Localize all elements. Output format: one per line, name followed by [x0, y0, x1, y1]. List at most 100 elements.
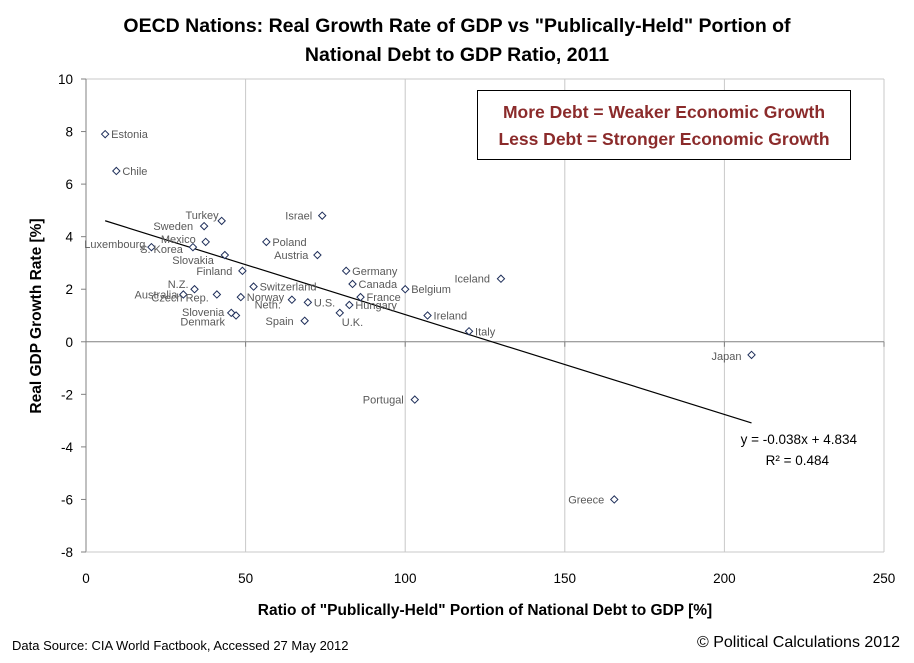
- point-label: Luxembourg: [84, 239, 145, 251]
- point-label: Austria: [274, 250, 309, 262]
- chart-title-line-2: National Debt to GDP Ratio, 2011: [304, 44, 610, 66]
- point-label: Poland: [272, 237, 306, 249]
- point-label: Greece: [568, 494, 604, 506]
- data-point-israel: [317, 211, 327, 220]
- x-tick-label: 150: [554, 571, 577, 586]
- data-point-austria: [313, 250, 322, 260]
- data-source-note: Data Source: CIA World Factbook, Accesse…: [12, 638, 349, 653]
- point-label: Canada: [359, 279, 398, 291]
- y-axis-title: Real GDP Growth Rate [%]: [28, 218, 45, 413]
- x-axis-title: Ratio of "Publically-Held" Portion of Na…: [258, 602, 712, 619]
- point-label: Estonia: [111, 129, 149, 141]
- data-point-mexico: [201, 237, 211, 247]
- data-point-czech-rep: [212, 290, 222, 299]
- point-label: Slovenia: [182, 307, 225, 319]
- data-point-portugal: [410, 395, 420, 404]
- point-label: Neth.: [255, 300, 281, 312]
- point-label: Norway: [247, 292, 285, 304]
- data-point-hungary: [345, 300, 354, 310]
- y-tick-label: 10: [58, 72, 73, 87]
- point-label: Australia: [135, 289, 179, 301]
- data-point-n-z: [190, 284, 199, 294]
- point-label: Germany: [352, 266, 398, 278]
- data-point-denmark: [231, 311, 241, 320]
- x-tick-label: 50: [238, 571, 253, 586]
- point-label: Israel: [285, 211, 312, 223]
- data-point-iceland: [496, 274, 506, 284]
- point-label: Switzerland: [260, 282, 317, 294]
- trendline-group: [104, 220, 752, 424]
- y-tick-label: -8: [61, 545, 73, 560]
- point-label: France: [367, 292, 401, 304]
- point-label: U.S.: [314, 297, 335, 309]
- chart-title: OECD Nations: Real Growth Rate of GDP vs…: [0, 12, 914, 70]
- y-tick-label: 2: [65, 282, 73, 297]
- data-point-switzerland: [249, 282, 258, 291]
- trendline-equation: y = -0.038x + 4.834: [741, 432, 858, 447]
- data-point-greece: [609, 495, 619, 504]
- point-label: Portugal: [363, 395, 404, 407]
- data-point-spain: [300, 316, 309, 326]
- point-label: Hungary: [355, 300, 397, 312]
- y-tick-label: 4: [65, 230, 73, 245]
- x-tick-label: 250: [873, 571, 896, 586]
- y-tick-label: -2: [61, 387, 73, 402]
- data-point-estonia: [100, 129, 110, 139]
- trendline: [104, 220, 752, 424]
- point-label: Ireland: [434, 311, 468, 323]
- point-label: Mexico: [161, 234, 196, 246]
- annotation-line-2: Less Debt = Stronger Economic Growth: [498, 129, 830, 149]
- data-point-ireland: [423, 311, 432, 320]
- point-label: S. Korea: [140, 244, 184, 256]
- point-label: Spain: [266, 316, 294, 328]
- point-label: Finland: [196, 266, 232, 278]
- point-label: Italy: [475, 326, 496, 338]
- data-point-belgium: [400, 284, 410, 294]
- point-label: Japan: [712, 351, 742, 363]
- y-tick-label: -6: [61, 492, 73, 507]
- data-point-luxembourg: [147, 242, 156, 252]
- data-point-neth: [287, 295, 297, 305]
- point-label: Turkey: [185, 210, 219, 222]
- annotation-box: More Debt = Weaker Economic Growth Less …: [477, 90, 851, 160]
- data-point-australia: [179, 290, 188, 299]
- data-point-chile: [112, 166, 121, 176]
- data-point-italy: [464, 326, 474, 336]
- point-label: Slovakia: [172, 255, 214, 267]
- point-label: Belgium: [411, 284, 451, 296]
- data-point-canada: [348, 279, 357, 289]
- point-labels: Estonia Chile Luxembourg TurkeySwedenMexico…: [84, 129, 741, 506]
- data-point-norway: [236, 292, 246, 302]
- point-label: Sweden: [153, 221, 193, 233]
- x-tick-label: 100: [394, 571, 417, 586]
- data-points: [100, 129, 756, 504]
- trendline-r-squared: R² = 0.484: [766, 453, 830, 468]
- annotation-line-1: More Debt = Weaker Economic Growth: [502, 102, 826, 122]
- chart-title-line-1: OECD Nations: Real Growth Rate of GDP vs…: [123, 15, 791, 37]
- data-point-germany: [341, 266, 351, 276]
- point-label: N.Z.: [168, 279, 189, 291]
- data-point-slovakia: [220, 250, 230, 260]
- data-point-u-s: [303, 298, 313, 307]
- data-point-u-k: [335, 308, 345, 318]
- data-point-finland: [238, 266, 247, 276]
- data-point-s-korea: [188, 242, 198, 252]
- data-point-japan: [747, 350, 756, 360]
- point-label: Iceland: [454, 274, 489, 286]
- y-tick-label: -4: [61, 440, 73, 455]
- y-tick-label: 8: [65, 125, 73, 140]
- data-point-poland: [262, 237, 271, 247]
- y-tick-label: 0: [65, 335, 73, 350]
- axes: [81, 78, 885, 553]
- point-label: Chile: [122, 166, 147, 178]
- x-tick-label: 200: [713, 571, 736, 586]
- y-tick-label: 6: [65, 177, 73, 192]
- data-point-france: [356, 292, 365, 302]
- x-tick-label: 0: [82, 571, 90, 586]
- copyright-note: © Political Calculations 2012: [696, 634, 900, 651]
- data-point-sweden: [199, 221, 209, 231]
- point-label: Czech Rep.: [151, 292, 208, 304]
- point-label: U.K.: [342, 317, 363, 329]
